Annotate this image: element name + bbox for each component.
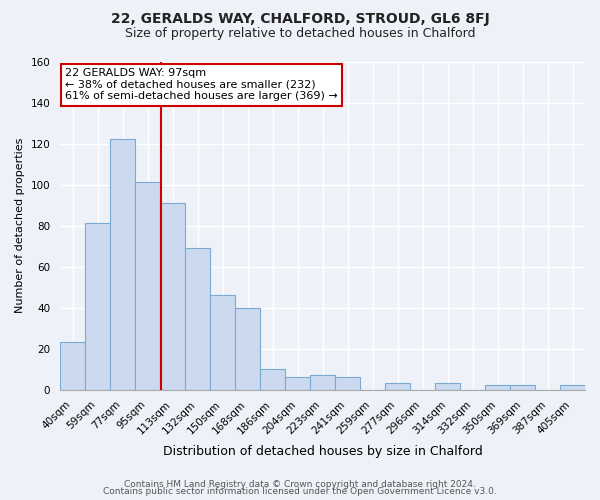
Bar <box>135 182 160 390</box>
Text: Contains public sector information licensed under the Open Government Licence v3: Contains public sector information licen… <box>103 487 497 496</box>
Text: Contains HM Land Registry data © Crown copyright and database right 2024.: Contains HM Land Registry data © Crown c… <box>124 480 476 489</box>
Bar <box>310 375 335 390</box>
Text: 22 GERALDS WAY: 97sqm
← 38% of detached houses are smaller (232)
61% of semi-det: 22 GERALDS WAY: 97sqm ← 38% of detached … <box>65 68 338 102</box>
Bar <box>210 296 235 390</box>
Bar <box>335 378 360 390</box>
Bar <box>160 203 185 390</box>
X-axis label: Distribution of detached houses by size in Chalford: Distribution of detached houses by size … <box>163 444 482 458</box>
Bar <box>85 224 110 390</box>
Bar <box>560 386 585 390</box>
Bar <box>60 342 85 390</box>
Bar <box>510 386 535 390</box>
Text: Size of property relative to detached houses in Chalford: Size of property relative to detached ho… <box>125 28 475 40</box>
Bar <box>235 308 260 390</box>
Bar <box>485 386 510 390</box>
Bar <box>385 384 410 390</box>
Text: 22, GERALDS WAY, CHALFORD, STROUD, GL6 8FJ: 22, GERALDS WAY, CHALFORD, STROUD, GL6 8… <box>110 12 490 26</box>
Bar <box>110 140 135 390</box>
Bar <box>285 378 310 390</box>
Bar <box>185 248 210 390</box>
Bar <box>260 369 285 390</box>
Y-axis label: Number of detached properties: Number of detached properties <box>15 138 25 313</box>
Bar <box>435 384 460 390</box>
